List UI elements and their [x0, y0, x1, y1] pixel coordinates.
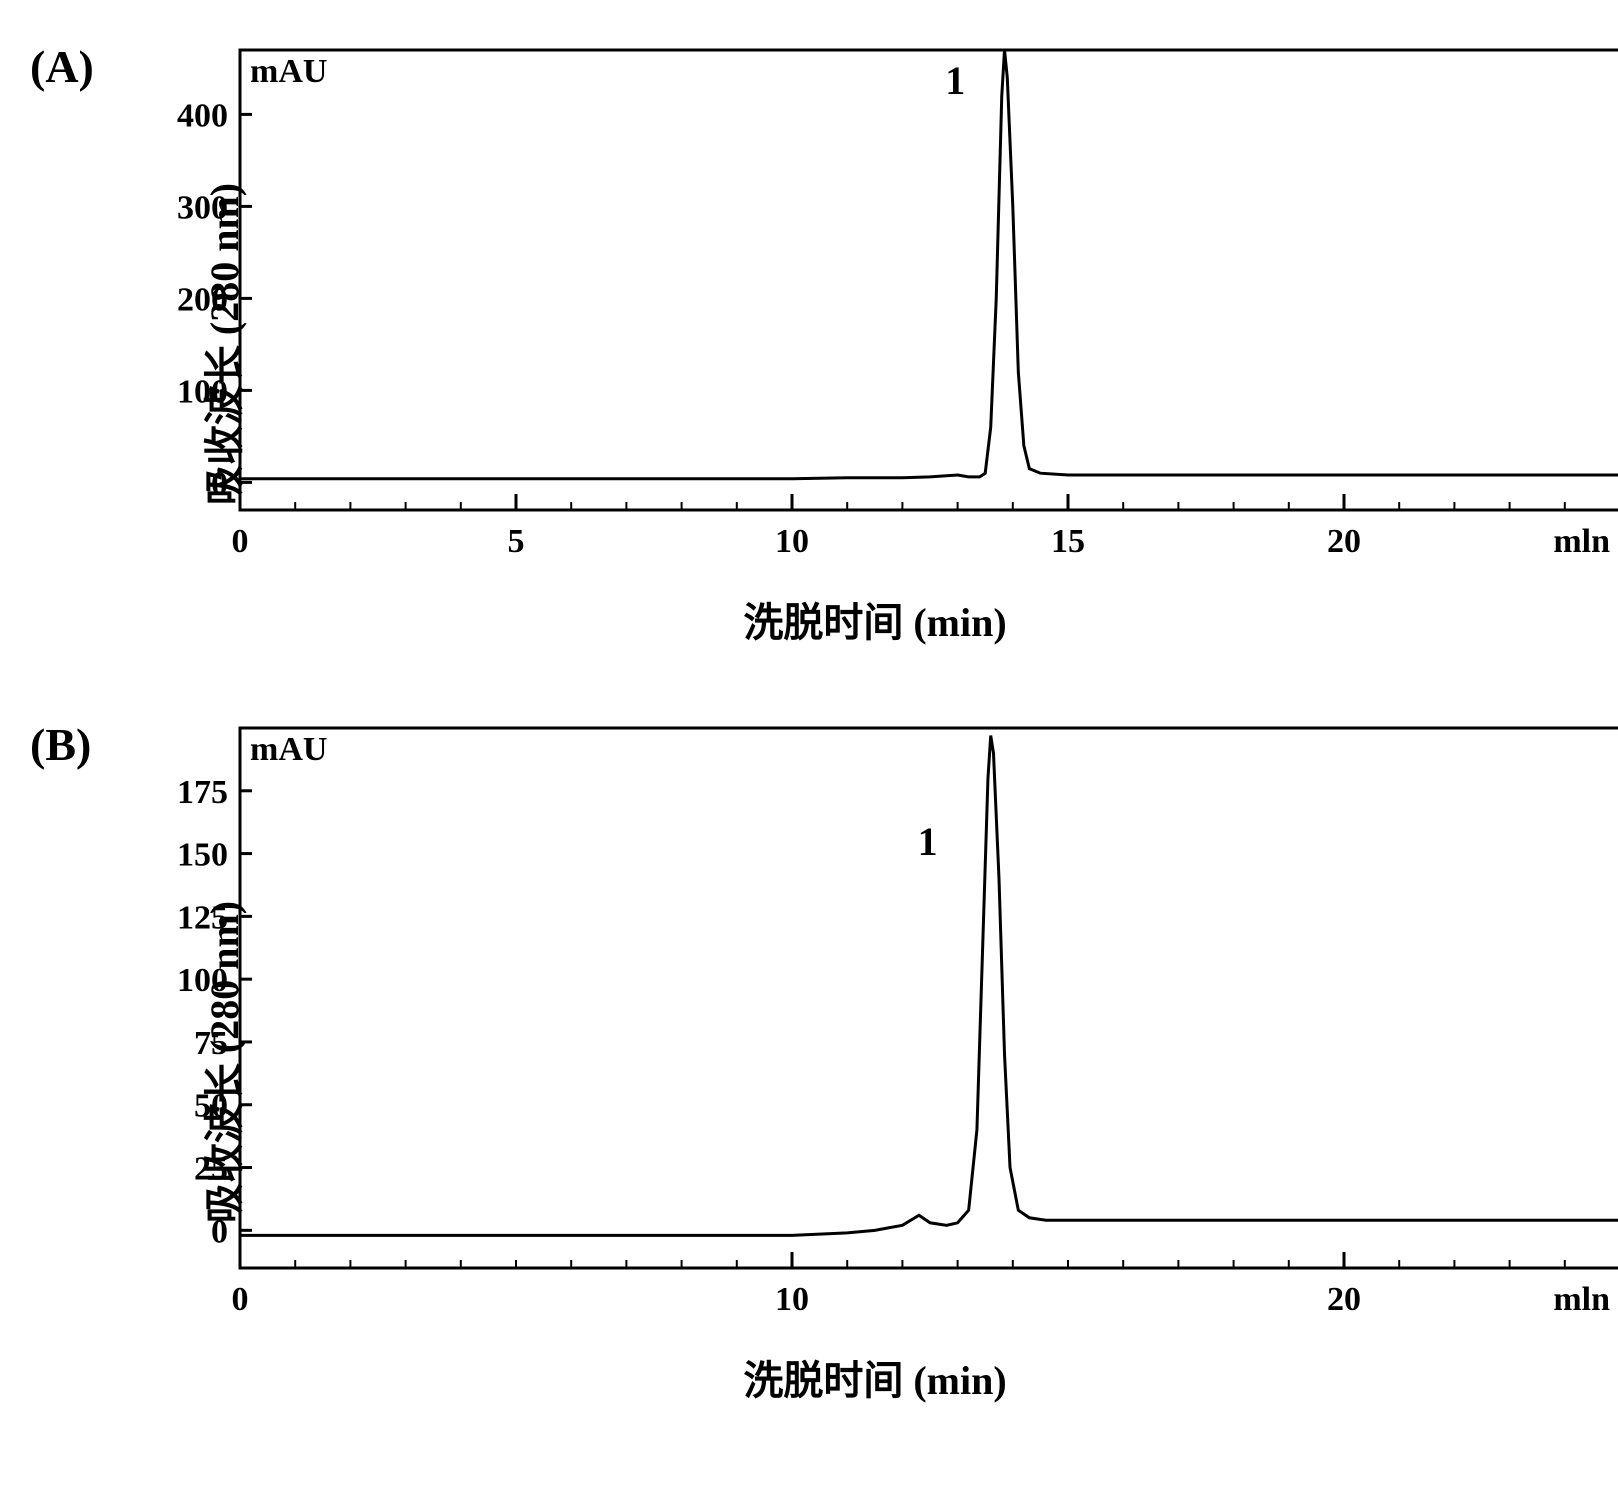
- x-tick-label: 15: [1051, 523, 1085, 560]
- x-tick-label: 20: [1327, 1281, 1361, 1318]
- y-unit-label: mAU: [250, 53, 327, 90]
- x-tick-label: 5: [508, 523, 525, 560]
- x-tick-label: 20: [1327, 523, 1361, 560]
- y-tick-label: 150: [177, 837, 228, 874]
- chart-wrap: 吸收波长 (280 nm)mAUmln010020030040005101520…: [130, 40, 1588, 648]
- x-axis-label: 洗脱时间 (min): [130, 1348, 1618, 1406]
- x-unit-label: mln: [1553, 1281, 1610, 1318]
- chromatogram-trace: [240, 50, 1618, 479]
- y-unit-label: mAU: [250, 731, 327, 768]
- plot-border: [240, 50, 1618, 510]
- panel-label: (B): [30, 718, 91, 771]
- chromatogram-chart: mAUmln0255075100125150175010201: [130, 718, 1618, 1338]
- x-tick-label: 10: [775, 523, 809, 560]
- x-tick-label: 0: [232, 523, 249, 560]
- y-axis-label: 吸收波长 (280 nm): [192, 901, 250, 1223]
- y-tick-label: 175: [177, 774, 228, 811]
- x-unit-label: mln: [1553, 523, 1610, 560]
- chromatogram-trace: [240, 736, 1618, 1236]
- plot-border: [240, 728, 1618, 1268]
- x-tick-label: 10: [775, 1281, 809, 1318]
- chromatogram-chart: mAUmln0100200300400051015201: [130, 40, 1618, 580]
- chart-wrap: 吸收波长 (280 nm)mAUmln025507510012515017501…: [130, 718, 1588, 1406]
- x-tick-label: 0: [232, 1281, 249, 1318]
- y-tick-label: 400: [177, 97, 228, 134]
- y-axis-label: 吸收波长 (280 nm): [192, 183, 250, 505]
- chart-panel: (A)吸收波长 (280 nm)mAUmln010020030040005101…: [30, 40, 1588, 648]
- chart-panel: (B)吸收波长 (280 nm)mAUmln025507510012515017…: [30, 718, 1588, 1406]
- peak-label: 1: [918, 819, 938, 864]
- panel-label: (A): [30, 40, 94, 93]
- peak-label: 1: [945, 58, 965, 103]
- x-axis-label: 洗脱时间 (min): [130, 590, 1618, 648]
